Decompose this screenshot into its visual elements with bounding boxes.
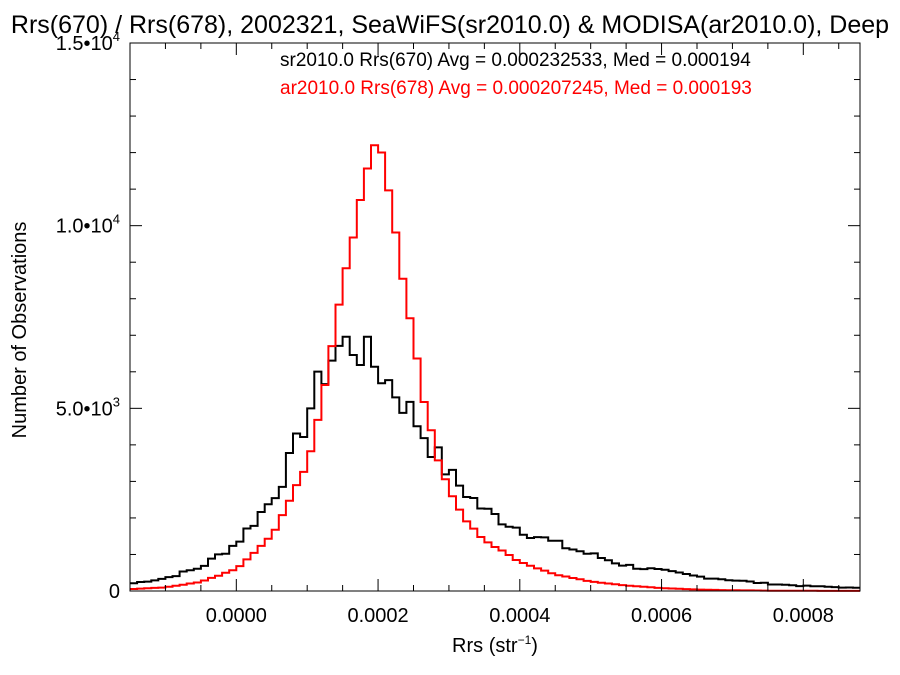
x-tick-label: 0.0008	[773, 605, 834, 627]
series-sr2010-rrs670-line	[130, 335, 860, 589]
x-tick-label: 0.0004	[489, 605, 550, 627]
legend-entry-ar2010: ar2010.0 Rrs(678) Avg = 0.000207245, Med…	[280, 78, 752, 99]
x-axis-label-sup: −1	[518, 633, 532, 647]
y-tick-label: 0	[109, 581, 120, 603]
y-tick-label: 5.0•103	[56, 394, 120, 420]
chart-title: Rrs(670) / Rrs(678), 2002321, SeaWiFS(sr…	[11, 11, 889, 39]
series-ar2010-rrs678-line	[130, 144, 860, 592]
x-tick-label: 0.0002	[347, 605, 408, 627]
y-tick-label: 1.5•104	[56, 29, 120, 55]
plot-area	[129, 42, 861, 592]
plot-frame	[129, 42, 861, 592]
x-axis-label-close: )	[531, 635, 538, 657]
x-axis-label: Rrs (str−1)	[452, 633, 538, 657]
axis-ticks	[130, 42, 860, 592]
x-axis-label-main: Rrs (str	[452, 635, 518, 657]
y-tick-labels: 0 5.0•103 1.0•104 1.5•104	[56, 29, 120, 603]
y-axis-label: Number of Observations	[9, 222, 31, 439]
y-tick-label: 1.0•104	[56, 212, 120, 238]
legend-entry-sr2010: sr2010.0 Rrs(670) Avg = 0.000232533, Med…	[280, 50, 751, 71]
x-tick-label: 0.0000	[206, 605, 267, 627]
x-tick-labels: 0.0000 0.0002 0.0004 0.0006 0.0008	[206, 605, 834, 627]
x-tick-label: 0.0006	[631, 605, 692, 627]
